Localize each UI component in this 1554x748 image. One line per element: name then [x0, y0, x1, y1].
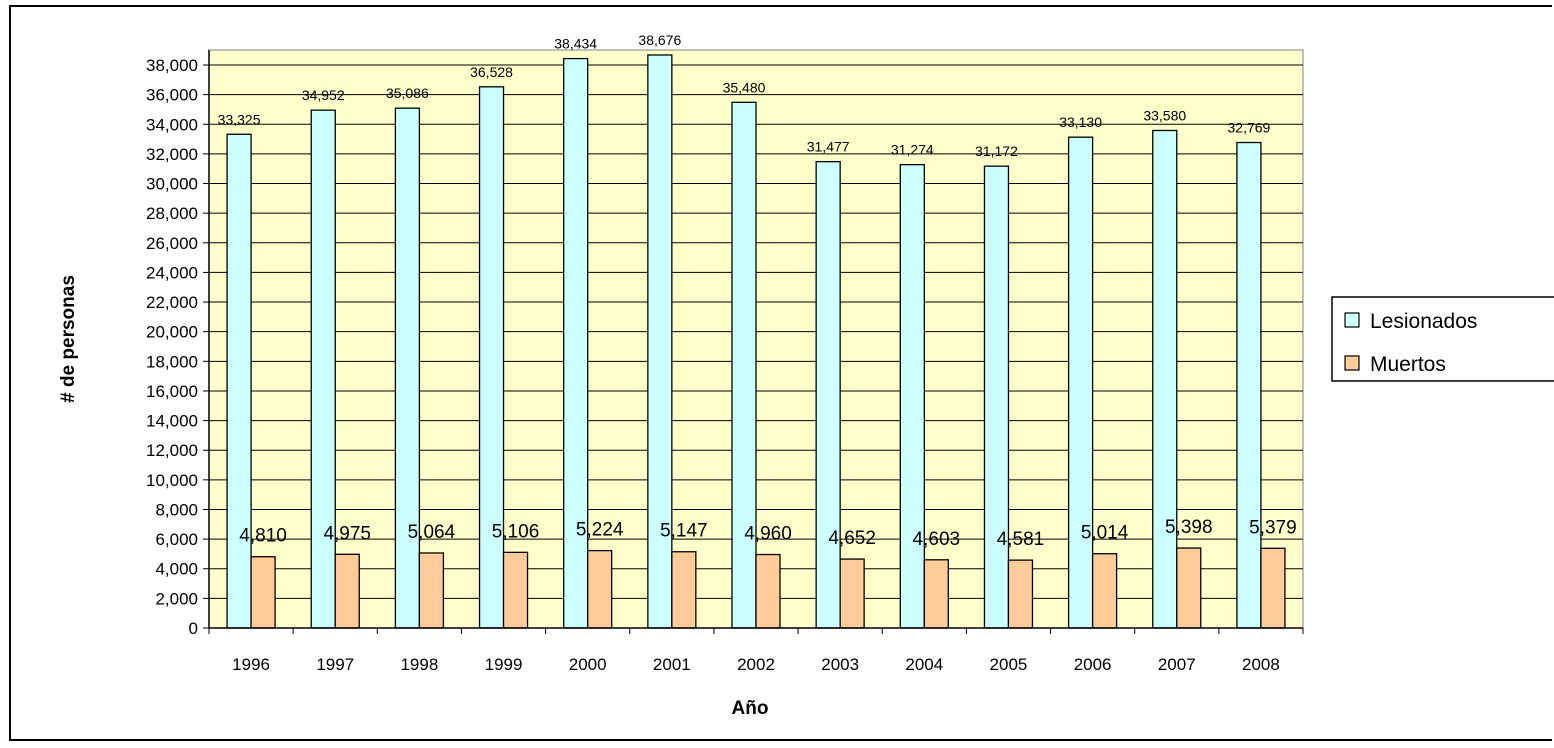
bar-muertos-2006 — [1091, 553, 1118, 629]
bar-lesionados-2006 — [1067, 136, 1094, 629]
data-label-lesionados-1999: 36,528 — [470, 64, 513, 80]
legend: Lesionados Muertos — [1331, 296, 1554, 382]
data-label-muertos-1996: 4,810 — [239, 526, 287, 547]
data-label-muertos-2002: 4,960 — [744, 524, 792, 545]
bar-muertos-1997 — [334, 553, 360, 629]
data-label-muertos-2003: 4,652 — [828, 528, 876, 549]
bar-lesionados-2001 — [647, 54, 673, 629]
bar-lesionados-1996 — [226, 133, 252, 629]
data-label-lesionados-2000: 38,434 — [554, 36, 597, 52]
bar-muertos-1999 — [502, 551, 529, 629]
y-tick-label: 32,000 — [146, 145, 198, 164]
y-tick-label: 12,000 — [146, 441, 198, 460]
data-label-lesionados-2001: 38,676 — [638, 32, 681, 48]
bar-lesionados-2008 — [1236, 141, 1262, 629]
y-tick-label: 16,000 — [146, 382, 198, 401]
legend-swatch-lesionados — [1344, 312, 1360, 328]
data-label-muertos-1998: 5,064 — [408, 522, 456, 543]
y-tick-label: 22,000 — [146, 293, 198, 312]
y-tick-label: 18,000 — [146, 352, 198, 371]
y-tick-label: 34,000 — [146, 115, 198, 134]
x-axis-ticks: 1996 1997 1998 1999 2000 2001 2002 2003 2004 2005… — [208, 628, 1304, 674]
data-label-lesionados-2008: 32,769 — [1228, 120, 1271, 136]
y-tick-label: 0 — [189, 619, 198, 638]
data-label-muertos-2008: 5,379 — [1249, 517, 1297, 538]
y-tick-label: 20,000 — [146, 323, 198, 342]
y-axis-ticks: 0 2,000 4,000 6,000 8,000 10,000 12,000 14,000 1… — [146, 56, 209, 638]
data-label-lesionados-2006: 33,130 — [1059, 114, 1102, 130]
y-tick-label: 8,000 — [155, 500, 198, 519]
y-tick-label: 38,000 — [146, 56, 198, 75]
bars — [226, 54, 1286, 629]
x-axis-title: Año — [732, 698, 769, 719]
legend-label-muertos: Muertos — [1370, 353, 1446, 376]
data-label-lesionados-1996: 33,325 — [218, 111, 261, 127]
y-tick-label: 30,000 — [146, 175, 198, 194]
y-tick-label: 24,000 — [146, 263, 198, 282]
data-label-muertos-2007: 5,398 — [1165, 517, 1213, 538]
bar-muertos-2004 — [923, 559, 949, 629]
bar-lesionados-1999 — [478, 86, 505, 629]
y-tick-label: 14,000 — [146, 412, 198, 431]
x-tick-label: 1996 — [232, 655, 270, 674]
x-tick-label: 2007 — [1158, 655, 1196, 674]
legend-swatch-muertos — [1344, 355, 1360, 371]
legend-label-lesionados: Lesionados — [1370, 310, 1477, 333]
bar-muertos-2002 — [755, 553, 781, 629]
data-label-lesionados-2007: 33,580 — [1143, 107, 1186, 123]
chart-frame: 0 2,000 4,000 6,000 8,000 10,000 12,000 14,000 1… — [9, 5, 1554, 741]
data-label-lesionados-1997: 34,952 — [302, 87, 345, 103]
bar-muertos-1998 — [418, 552, 445, 629]
bar-muertos-1996 — [250, 556, 276, 629]
data-label-lesionados-2003: 31,477 — [807, 139, 850, 155]
x-tick-label: 2003 — [821, 655, 859, 674]
bar-muertos-2001 — [671, 551, 697, 629]
y-axis-title: # de personas — [58, 275, 79, 403]
bar-lesionados-2005 — [983, 165, 1010, 629]
data-label-muertos-2004: 4,603 — [913, 529, 961, 550]
bar-lesionados-2007 — [1152, 129, 1178, 629]
bar-muertos-2008 — [1260, 547, 1286, 629]
bar-lesionados-1997 — [310, 109, 336, 629]
x-tick-label: 2000 — [569, 655, 607, 674]
bar-muertos-2000 — [587, 549, 613, 629]
data-label-lesionados-2002: 35,480 — [723, 79, 766, 95]
data-label-lesionados-2004: 31,274 — [891, 142, 934, 158]
bar-lesionados-1998 — [394, 107, 421, 629]
data-labels: 33,325 4,810 34,952 4,975 35,086 5,064 36,528 5… — [218, 32, 1297, 550]
y-tick-label: 2,000 — [155, 589, 198, 608]
x-tick-label: 2002 — [737, 655, 775, 674]
x-tick-label: 2008 — [1242, 655, 1280, 674]
y-tick-label: 6,000 — [155, 530, 198, 549]
data-label-muertos-1997: 4,975 — [323, 523, 371, 544]
data-label-muertos-2001: 5,147 — [660, 521, 708, 542]
data-label-muertos-1999: 5,106 — [492, 521, 540, 542]
bar-lesionados-2003 — [815, 160, 841, 629]
x-tick-label: 2004 — [905, 655, 943, 674]
data-label-muertos-2006: 5,014 — [1081, 523, 1129, 544]
legend-box — [1331, 296, 1554, 382]
bar-lesionados-2002 — [731, 101, 757, 629]
y-tick-label: 4,000 — [155, 560, 198, 579]
bar-lesionados-2004 — [899, 164, 925, 629]
x-tick-label: 1999 — [485, 655, 523, 674]
data-label-muertos-2005: 4,581 — [997, 529, 1045, 550]
y-tick-label: 28,000 — [146, 204, 198, 223]
data-label-lesionados-1998: 35,086 — [386, 85, 429, 101]
bar-lesionados-2000 — [563, 57, 589, 629]
x-tick-label: 1998 — [400, 655, 438, 674]
y-tick-label: 36,000 — [146, 86, 198, 105]
y-tick-label: 10,000 — [146, 471, 198, 490]
bar-muertos-2005 — [1007, 559, 1034, 629]
x-tick-label: 2005 — [990, 655, 1028, 674]
y-tick-label: 26,000 — [146, 234, 198, 253]
data-label-muertos-2000: 5,224 — [576, 520, 624, 541]
bar-muertos-2007 — [1176, 547, 1202, 629]
data-label-lesionados-2005: 31,172 — [975, 143, 1018, 159]
bar-chart: 0 2,000 4,000 6,000 8,000 10,000 12,000 14,000 1… — [58, 32, 1554, 719]
x-tick-label: 2006 — [1074, 655, 1112, 674]
bar-muertos-2003 — [839, 558, 865, 629]
x-tick-label: 1997 — [316, 655, 354, 674]
x-tick-label: 2001 — [653, 655, 691, 674]
